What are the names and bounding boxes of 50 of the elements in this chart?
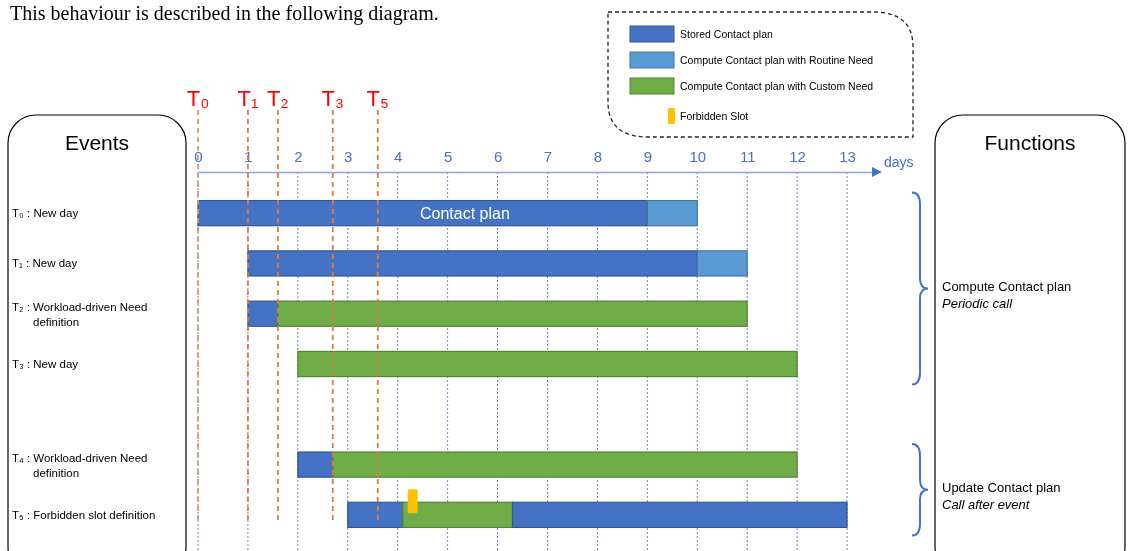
bar (197, 199, 648, 227)
text: Compute Contact plan (942, 278, 1072, 294)
text: Functions (984, 131, 1076, 154)
bar (297, 350, 798, 378)
y-tick-label: T₂ : Workload-driven Need definition (12, 300, 148, 328)
bar (277, 300, 748, 327)
y-tick-label: T₁ : New day (12, 257, 78, 270)
x-tick-label: 1 (244, 148, 253, 165)
x-tick-label: 12 (789, 148, 806, 165)
x-tick-label: 10 (689, 148, 707, 165)
ref-line-label: T₅ (366, 86, 389, 111)
x-tick-label: 4 (394, 148, 403, 165)
bar (511, 501, 848, 529)
bar (247, 250, 698, 277)
chart-title: This behaviour is described in the following diagram. (10, 2, 439, 25)
bar (696, 250, 748, 277)
ref-line-label: T₃ (321, 86, 344, 111)
x-tick-label: 11 (739, 148, 756, 165)
x-tick-label: 9 (643, 148, 653, 165)
ref-line-label: T₁ (237, 86, 259, 111)
y-tick-label: T₃ : New day (12, 358, 79, 370)
legend-label: Compute Contact plan with Custom Need (680, 80, 874, 92)
x-axis-title: days (884, 154, 914, 170)
x-tick-label: 13 (839, 148, 856, 165)
bar (646, 199, 698, 227)
x-tick-label: 8 (593, 148, 603, 165)
bar (402, 501, 514, 529)
text: Periodic call (942, 295, 1014, 311)
y-tick-label: T₅ : Forbidden slot definition (12, 508, 156, 521)
x-tick-label: 5 (443, 148, 453, 165)
legend-label: Forbidden Slot (680, 110, 749, 122)
x-tick-label: 0 (194, 148, 203, 165)
annotation: Contact plan (420, 205, 510, 223)
bar (347, 501, 404, 529)
text: Events (64, 131, 130, 154)
y-tick-label: T₀ : New day (12, 207, 79, 220)
bar (297, 451, 334, 478)
x-tick-label: 2 (294, 148, 303, 165)
ref-line-label: T₂ (266, 86, 289, 111)
bar (332, 451, 798, 478)
bar (247, 300, 279, 327)
legend-label: Stored Contact plan (680, 28, 773, 40)
ref-line-label: T₀ (186, 86, 210, 111)
x-tick-label: 3 (344, 148, 353, 165)
x-tick-label: 7 (543, 148, 553, 165)
text: Update Contact plan (942, 479, 1061, 495)
y-tick-label: T₄ : Workload-driven Need definition (12, 451, 148, 479)
legend-label: Compute Contact plan with Routine Need (680, 54, 874, 66)
x-tick-label: 6 (493, 148, 503, 165)
text: Call after event (942, 496, 1031, 512)
